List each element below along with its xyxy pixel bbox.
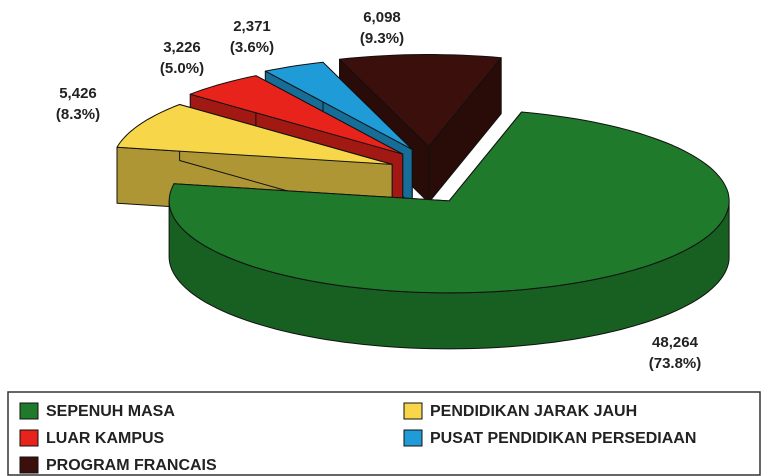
legend-label: SEPENUH MASA	[46, 403, 175, 420]
data-label: 48,264	[652, 334, 699, 351]
data-label: (73.8%)	[649, 355, 702, 372]
legend-box	[7, 391, 761, 476]
legend-swatch	[403, 402, 423, 420]
legend-swatch	[403, 429, 423, 447]
legend-swatch	[19, 402, 39, 420]
slice-top	[264, 61, 413, 150]
legend-swatch	[19, 456, 39, 474]
legend-label: PUSAT PENDIDIKAN PERSEDIAAN	[430, 430, 696, 447]
data-label: 3,226	[163, 39, 201, 56]
slice-top	[339, 54, 502, 147]
data-label: (9.3%)	[360, 30, 404, 47]
data-label: 2,371	[233, 18, 271, 35]
data-label: 5,426	[59, 85, 97, 102]
data-label: (5.0%)	[160, 60, 204, 77]
legend-label: PENDIDIKAN JARAK JAUH	[430, 403, 637, 420]
data-label: (8.3%)	[56, 106, 100, 123]
slice-top	[189, 75, 404, 155]
slice	[168, 111, 730, 350]
data-label: (3.6%)	[230, 39, 274, 56]
slice-top	[168, 111, 730, 294]
legend-swatch	[19, 429, 39, 447]
slice-top	[116, 104, 393, 165]
data-label: 6,098	[363, 9, 401, 26]
legend-label: LUAR KAMPUS	[46, 430, 165, 447]
legend-label: PROGRAM FRANCAIS	[46, 457, 217, 474]
